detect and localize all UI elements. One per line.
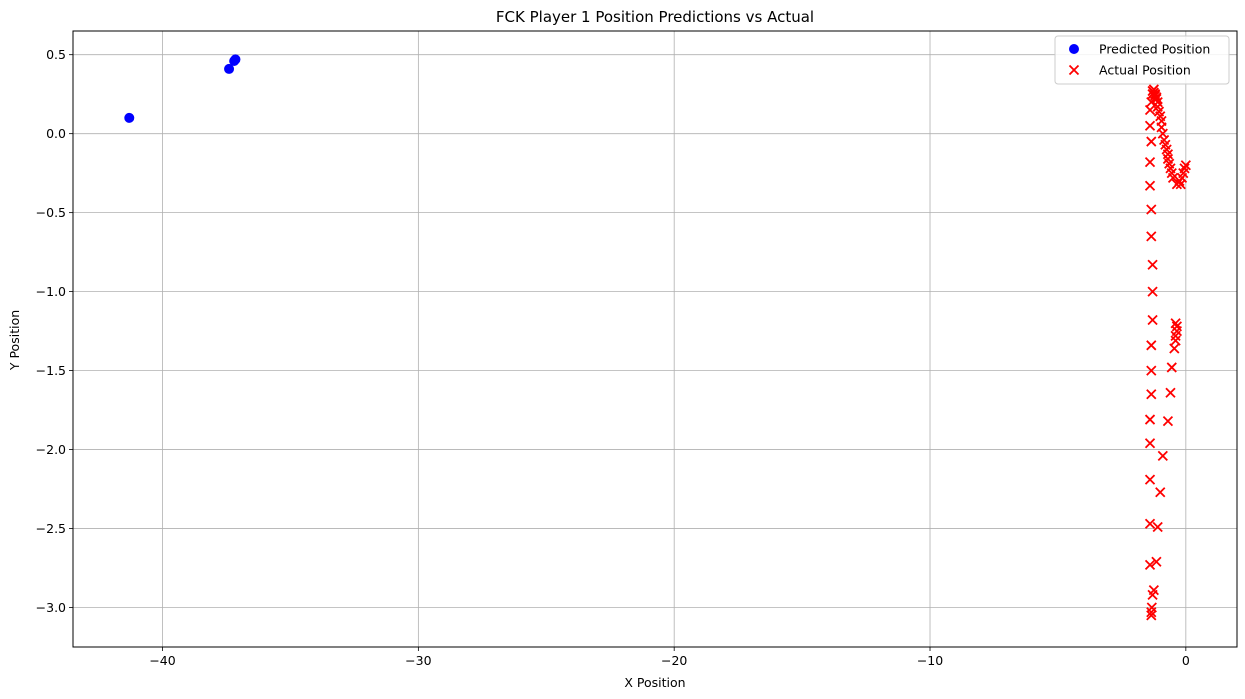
actual-point (1165, 387, 1176, 398)
legend: Predicted Position Actual Position (1054, 35, 1230, 85)
predicted-point (224, 63, 235, 74)
legend-actual-marker (1068, 64, 1080, 76)
actual-point (1179, 163, 1190, 174)
y-tick-label: −1.5 (36, 363, 66, 378)
actual-point (1144, 438, 1156, 449)
y-tick-label: −2.0 (36, 442, 66, 457)
actual-point (1144, 156, 1156, 168)
actual-point (1146, 602, 1157, 613)
grid (73, 31, 1237, 647)
actual-point (1147, 286, 1158, 297)
actual-point (1171, 321, 1183, 332)
actual-point (1146, 365, 1157, 376)
actual-point (1146, 340, 1157, 351)
actual-point (1146, 231, 1157, 242)
axis-ticks: −40 −30 −20 −10 0 0.5 0.0 −0.5 −1.0 −1.5 −2.0 −2.5 −… (36, 47, 1190, 668)
actual-point (1151, 92, 1162, 103)
actual-point (1146, 136, 1157, 147)
actual-point (1144, 120, 1156, 131)
y-tick-label: 0.0 (46, 126, 66, 141)
x-tick-label: 0 (1182, 653, 1190, 668)
chart-title: FCK Player 1 Position Predictions vs Act… (496, 8, 814, 26)
y-axis-title: Y Position (7, 310, 22, 371)
x-tick-label: −20 (661, 653, 687, 668)
actual-point (1146, 204, 1157, 215)
actual-point (1148, 585, 1159, 596)
x-tick-label: −10 (917, 653, 943, 668)
predicted-point (230, 54, 241, 65)
plot-frame (72, 30, 1238, 648)
actual-point (1147, 314, 1158, 326)
actual-point (1162, 415, 1174, 427)
actual-point (1144, 518, 1156, 529)
y-tick-label: −0.5 (36, 205, 66, 220)
data-points (124, 54, 1191, 621)
y-tick-label: −3.0 (36, 600, 66, 615)
x-tick-label: −40 (149, 653, 175, 668)
x-tick-label: −30 (405, 653, 431, 668)
actual-point (1155, 487, 1166, 498)
actual-point (1166, 362, 1177, 373)
actual-point (1150, 89, 1161, 100)
actual-point (1144, 474, 1156, 485)
predicted-point (124, 112, 135, 123)
y-tick-label: −2.5 (36, 521, 66, 536)
actual-point (1144, 104, 1156, 116)
actual-point (1151, 556, 1162, 567)
actual-point (1170, 318, 1181, 329)
y-tick-label: −1.0 (36, 284, 66, 299)
actual-point (1144, 559, 1156, 571)
actual-point (1146, 389, 1157, 400)
x-axis-title: X Position (624, 675, 685, 690)
actual-point (1147, 259, 1158, 270)
actual-point (1146, 610, 1157, 621)
actual-point (1152, 521, 1163, 533)
legend-actual-label: Actual Position (1099, 63, 1191, 78)
actual-point (1144, 414, 1156, 425)
actual-point (1144, 180, 1156, 191)
legend-predicted-label: Predicted Position (1099, 42, 1210, 57)
actual-point (1169, 343, 1180, 354)
legend-box (1054, 35, 1230, 85)
legend-predicted-marker (1069, 44, 1079, 54)
y-tick-label: 0.5 (46, 47, 66, 62)
actual-point (1157, 450, 1168, 462)
actual-point (1180, 160, 1191, 171)
